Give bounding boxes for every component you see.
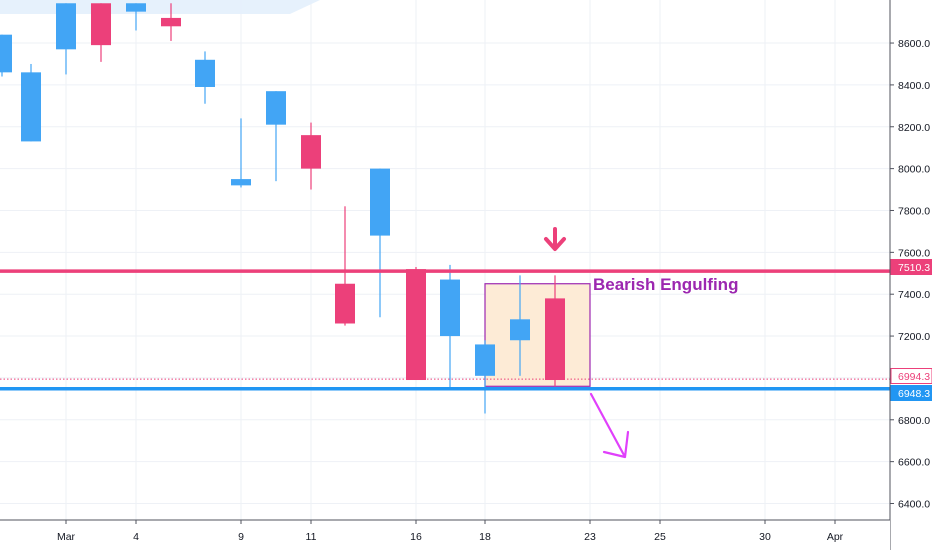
candle-body <box>266 91 286 125</box>
candle-body <box>91 3 111 46</box>
down-arrow-icon <box>544 227 566 251</box>
price-tick-label: 7400.0 <box>898 289 930 301</box>
time-tick-label: Mar <box>57 531 76 543</box>
time-tick-label: Apr <box>827 531 844 543</box>
candle-body <box>545 298 565 381</box>
grid <box>0 0 890 520</box>
time-tick-label: 16 <box>410 531 422 543</box>
indicator-band <box>0 0 320 14</box>
candle-body <box>510 319 530 341</box>
candle-body <box>0 34 12 73</box>
time-tick-label: 9 <box>238 531 244 543</box>
candle-body <box>370 168 390 236</box>
price-tick-label: 8600.0 <box>898 38 930 50</box>
candle-body <box>475 344 495 376</box>
annotation-bearish-engulfing: Bearish Engulfing <box>593 275 738 294</box>
candles <box>0 3 565 414</box>
price-level-label: 7510.3 <box>898 262 930 274</box>
price-level-label: 6948.3 <box>898 388 930 400</box>
price-tick-label: 6800.0 <box>898 415 930 427</box>
price-level-badge <box>890 259 932 275</box>
candle-body <box>406 269 426 381</box>
price-tick-label: 7600.0 <box>898 247 930 259</box>
candle-body <box>231 179 251 186</box>
candle-body <box>195 59 215 87</box>
price-tick-label: 7200.0 <box>898 331 930 343</box>
price-tick-label: 7800.0 <box>898 205 930 217</box>
candle-body <box>161 17 181 27</box>
annotations: Bearish Engulfing <box>544 227 738 459</box>
price-level-badge <box>890 368 932 384</box>
time-tick-label: 30 <box>759 531 771 543</box>
price-tick-label: 8200.0 <box>898 122 930 134</box>
horizontal-levels <box>0 269 890 391</box>
bearish-engulfing-box <box>484 283 591 387</box>
candle-body <box>301 135 321 169</box>
time-tick-label: 4 <box>133 531 139 543</box>
time-axis-background <box>0 520 890 550</box>
candle-body <box>126 3 146 12</box>
price-level-badge <box>890 385 932 401</box>
candle-body <box>440 279 460 337</box>
price-tick-label: 6400.0 <box>898 499 930 511</box>
candle-body <box>56 3 76 50</box>
time-tick-label: 23 <box>584 531 596 543</box>
candle-body <box>335 283 355 324</box>
moving-average-area <box>0 0 320 14</box>
trend-arrow-icon <box>589 392 630 459</box>
time-tick-label: 25 <box>654 531 666 543</box>
price-tick-label: 8400.0 <box>898 80 930 92</box>
pattern-highlight <box>484 283 591 387</box>
price-tick-label: 8000.0 <box>898 164 930 176</box>
time-tick-label: 18 <box>479 531 491 543</box>
price-tick-label: 6600.0 <box>898 457 930 469</box>
candle-body <box>21 72 41 142</box>
time-tick-label: 11 <box>306 531 317 543</box>
price-level-label: 6994.3 <box>898 371 930 383</box>
